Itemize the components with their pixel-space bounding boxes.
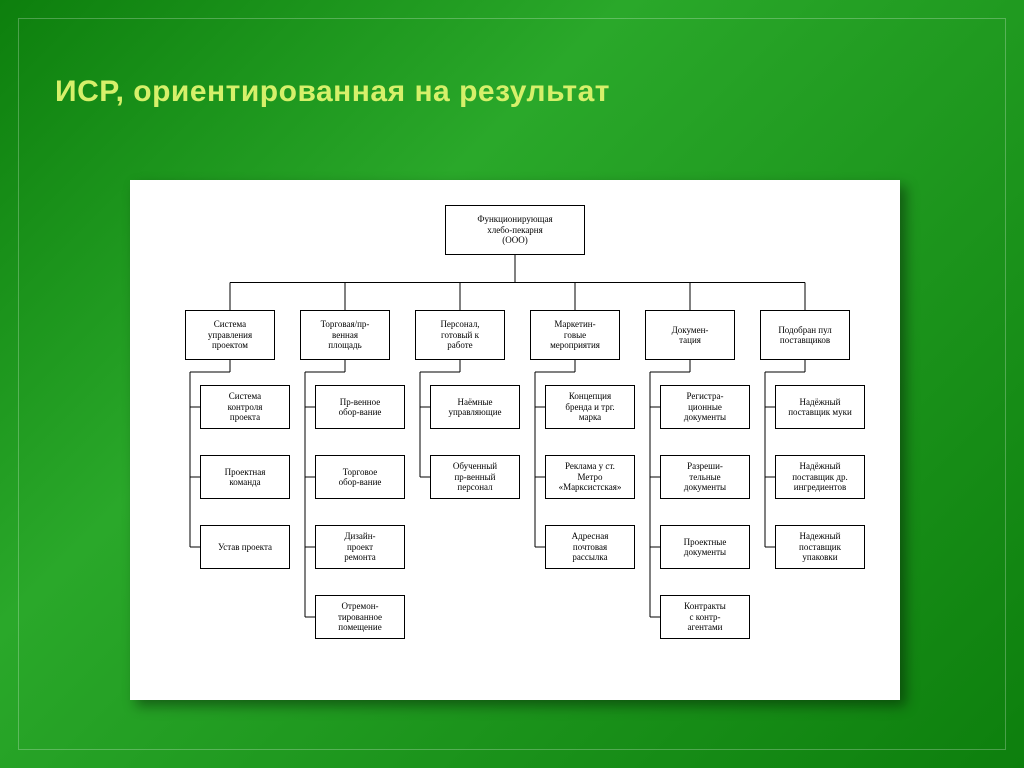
connectors	[130, 180, 900, 700]
child-node-b6c3: Надежныйпоставщикупаковки	[775, 525, 865, 569]
child-node-b1c1: Системаконтроляпроекта	[200, 385, 290, 429]
child-node-b2c2: Торговоеобор-вание	[315, 455, 405, 499]
child-node-b5c3: Проектныедокументы	[660, 525, 750, 569]
child-node-b6c2: Надёжныйпоставщик др.ингредиентов	[775, 455, 865, 499]
child-node-b4c2: Реклама у ст.Метро«Марксистская»	[545, 455, 635, 499]
child-node-b4c1: Концепциябренда и трг.марка	[545, 385, 635, 429]
child-node-b2c3: Дизайн-проектремонта	[315, 525, 405, 569]
child-node-b1c2: Проектнаякоманда	[200, 455, 290, 499]
branch-node-b1: Системауправленияпроектом	[185, 310, 275, 360]
child-node-b5c1: Регистра-ционныедокументы	[660, 385, 750, 429]
child-node-b2c1: Пр-венноеобор-вание	[315, 385, 405, 429]
branch-node-b3: Персонал,готовый кработе	[415, 310, 505, 360]
child-node-b5c4: Контрактыс контр-агентами	[660, 595, 750, 639]
child-node-b4c3: Адреснаяпочтоваярассылка	[545, 525, 635, 569]
child-node-b3c2: Обученныйпр-венныйперсонал	[430, 455, 520, 499]
slide: ИСР, ориентированная на результат Функци…	[0, 0, 1024, 768]
branch-node-b2: Торговая/пр-веннаяплощадь	[300, 310, 390, 360]
child-node-b6c1: Надёжныйпоставщик муки	[775, 385, 865, 429]
branch-node-b6: Подобран пулпоставщиков	[760, 310, 850, 360]
branch-node-b4: Маркетин-говыемероприятия	[530, 310, 620, 360]
root-node: Функционирующаяхлебо-пекарня(ООО)	[445, 205, 585, 255]
child-node-b2c4: Отремон-тированноепомещение	[315, 595, 405, 639]
child-node-b1c3: Устав проекта	[200, 525, 290, 569]
child-node-b5c2: Разреши-тельныедокументы	[660, 455, 750, 499]
slide-title: ИСР, ориентированная на результат	[55, 75, 610, 109]
diagram-inner: Функционирующаяхлебо-пекарня(ООО) Система…	[130, 180, 900, 700]
branch-node-b5: Докумен-тация	[645, 310, 735, 360]
child-node-b3c1: Наёмныеуправляющие	[430, 385, 520, 429]
diagram-panel: Функционирующаяхлебо-пекарня(ООО) Система…	[130, 180, 900, 700]
